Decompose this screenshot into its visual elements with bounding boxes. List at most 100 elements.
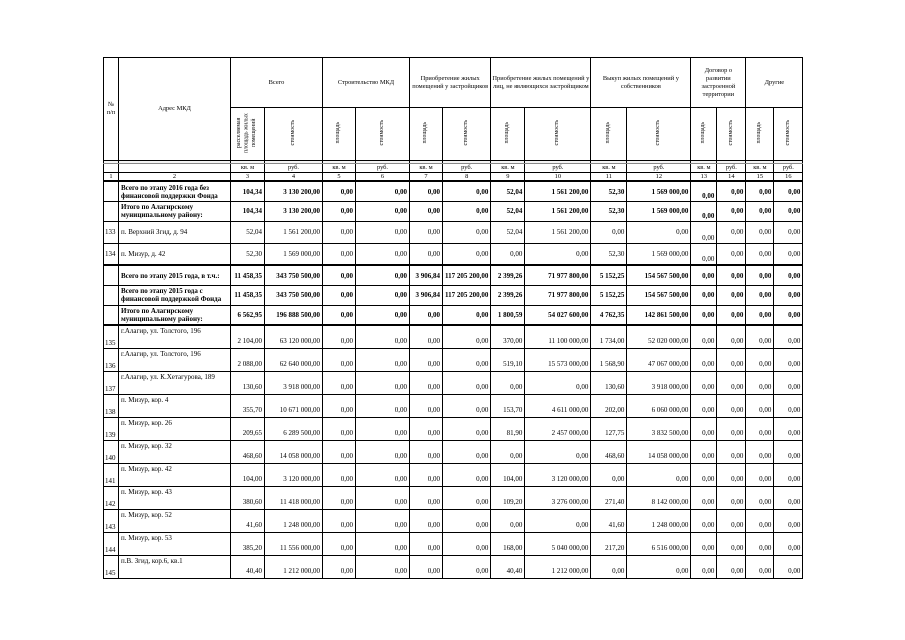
value-cell: 104,34 xyxy=(230,180,265,202)
value-cell: 3 276 000,00 xyxy=(524,485,592,510)
value-cell: 0,00 xyxy=(716,554,747,579)
value-cell: 0,00 xyxy=(773,220,804,244)
unit-cell: кв. м xyxy=(230,163,265,174)
value-cell: 54 027 600,00 xyxy=(524,304,592,326)
table-row: Всего по этапу 2016 года без финансовой … xyxy=(103,180,804,202)
value-cell: 5 152,25 xyxy=(590,264,628,286)
value-cell: 3 120 000,00 xyxy=(524,462,592,487)
value-cell: 0,00 xyxy=(690,220,718,244)
value-cell: 0,00 xyxy=(745,180,775,202)
value-cell: 0,00 xyxy=(441,416,492,441)
value-cell: 0,00 xyxy=(745,264,775,286)
unit-cell: кв. м xyxy=(690,163,718,174)
header-sub-5: стоимость xyxy=(441,106,492,162)
value-cell: 6 060 000,00 xyxy=(626,393,692,418)
row-number-cell xyxy=(103,180,119,202)
value-cell: 0,00 xyxy=(355,200,410,222)
row-number-cell: 143 xyxy=(103,508,119,533)
value-cell: 1 561 200,00 xyxy=(264,220,323,244)
column-number-cell: 5 xyxy=(322,172,356,183)
value-cell: 0,00 xyxy=(409,554,443,579)
value-cell: 0,00 xyxy=(355,416,410,441)
value-cell: 10 671 000,00 xyxy=(264,393,323,418)
value-cell: 3 918 000,00 xyxy=(626,370,692,395)
value-cell: 0,00 xyxy=(716,416,747,441)
value-cell: 3 832 500,00 xyxy=(626,416,692,441)
value-cell: 0,00 xyxy=(716,439,747,464)
row-number-cell: 141 xyxy=(103,462,119,487)
value-cell: 15 573 000,00 xyxy=(524,347,592,372)
value-cell: 1 248 000,00 xyxy=(264,508,323,533)
value-cell: 0,00 xyxy=(773,439,804,464)
unit-cell: руб. xyxy=(355,163,410,174)
value-cell: 52,04 xyxy=(490,220,526,244)
address-cell: Итого по Алагирскому муниципальному райо… xyxy=(118,200,231,222)
value-cell: 104,00 xyxy=(230,462,265,487)
value-cell: 0,00 xyxy=(441,304,492,326)
value-cell: 1 561 200,00 xyxy=(524,180,592,202)
header-sub-9: стоимость xyxy=(626,106,692,162)
value-cell: 0,00 xyxy=(690,347,718,372)
value-cell: 0,00 xyxy=(355,242,410,266)
value-cell: 0,00 xyxy=(773,304,804,326)
value-cell: 52,04 xyxy=(230,220,265,244)
value-cell: 52 020 000,00 xyxy=(626,324,692,349)
table-row: Итого по Алагирскому муниципальному райо… xyxy=(103,304,804,326)
value-cell: 0,00 xyxy=(773,393,804,418)
value-cell: 2 399,26 xyxy=(490,264,526,286)
value-cell: 209,65 xyxy=(230,416,265,441)
value-cell: 1 561 200,00 xyxy=(524,220,592,244)
value-cell: 0,00 xyxy=(690,508,718,533)
value-cell: 153,70 xyxy=(490,393,526,418)
value-cell: 0,00 xyxy=(745,393,775,418)
value-cell: 0,00 xyxy=(355,531,410,556)
header-sub-11: стоимость xyxy=(716,106,747,162)
header-sub-12: площадь xyxy=(745,106,775,162)
value-cell: 0,00 xyxy=(441,200,492,222)
value-cell: 0,00 xyxy=(322,200,356,222)
value-cell: 14 058 000,00 xyxy=(264,439,323,464)
table-row: Всего по этапу 2015 года с финансовой по… xyxy=(103,284,804,306)
column-number-cell: 7 xyxy=(409,172,443,183)
row-number-cell: 145 xyxy=(103,554,119,579)
value-cell: 0,00 xyxy=(690,324,718,349)
value-cell: 81,90 xyxy=(490,416,526,441)
row-number-cell: 140 xyxy=(103,439,119,464)
value-cell: 0,00 xyxy=(745,462,775,487)
column-number-cell: 1 xyxy=(103,172,119,183)
row-number-cell: 139 xyxy=(103,416,119,441)
value-cell: 0,00 xyxy=(409,393,443,418)
value-cell: 0,00 xyxy=(409,462,443,487)
value-cell: 0,00 xyxy=(773,347,804,372)
value-cell: 0,00 xyxy=(745,439,775,464)
column-number-cell: 16 xyxy=(773,172,804,183)
value-cell: 52,04 xyxy=(490,180,526,202)
address-cell: п. Мизур, кор. 26 xyxy=(118,416,231,441)
value-cell: 4 762,35 xyxy=(590,304,628,326)
value-cell: 0,00 xyxy=(690,531,718,556)
value-cell: 0,00 xyxy=(690,264,718,286)
value-cell: 109,20 xyxy=(490,485,526,510)
value-cell: 0,00 xyxy=(690,393,718,418)
value-cell: 0,00 xyxy=(441,347,492,372)
column-number-cell: 9 xyxy=(490,172,526,183)
column-number-cell: 2 xyxy=(118,172,231,183)
value-cell: 3 130 200,00 xyxy=(264,200,323,222)
value-cell: 468,60 xyxy=(590,439,628,464)
row-number-cell: 136 xyxy=(103,347,119,372)
address-cell: Всего по этапу 2016 года без финансовой … xyxy=(118,180,231,202)
value-cell: 0,00 xyxy=(773,554,804,579)
value-cell: 0,00 xyxy=(355,370,410,395)
value-cell: 0,00 xyxy=(745,242,775,266)
value-cell: 6 516 000,00 xyxy=(626,531,692,556)
table-row: 140 п. Мизур, кор. 32 468,60 14 058 000,00 0… xyxy=(103,439,804,464)
value-cell: 271,40 xyxy=(590,485,628,510)
value-cell: 0,00 xyxy=(490,508,526,533)
header-sub-4: площадь xyxy=(409,106,443,162)
value-cell: 0,00 xyxy=(441,180,492,202)
header-group-7: Договор о развитии застроенной территори… xyxy=(690,57,747,108)
value-cell: 0,00 xyxy=(409,304,443,326)
unit-cell: руб. xyxy=(626,163,692,174)
value-cell: 0,00 xyxy=(355,554,410,579)
